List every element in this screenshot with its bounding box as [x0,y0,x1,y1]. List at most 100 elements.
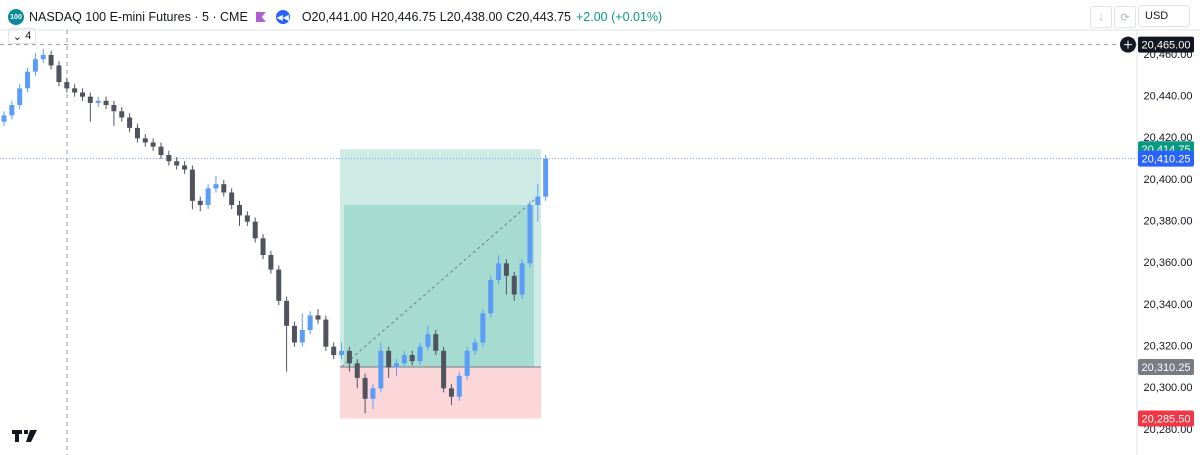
ohlc-value: 20,443.75 [515,10,571,24]
y-tick-label: 20,400.00 [1144,174,1193,186]
candle-body [284,300,290,326]
candle-body [252,221,258,239]
candle-body [401,355,407,364]
last-price-label: 20,410.25 [1142,154,1191,166]
stop-zone [340,366,541,419]
candle-body [448,388,454,397]
candle-body [174,161,180,166]
candle-body [362,377,368,399]
y-tick-label: 20,320.00 [1144,341,1193,353]
currency: USD [1145,10,1169,22]
candle-body [32,59,38,72]
candle-body [48,55,54,66]
y-tick-label: 20,440.00 [1144,91,1193,103]
candle-body [189,169,195,201]
candle-body [80,92,85,97]
candle-body [441,350,447,389]
candle-body [1,115,7,122]
y-tick-label: 20,420.00 [1144,132,1193,144]
stop-label: 20,285.50 [1142,413,1191,425]
candle-body [464,350,470,376]
ohlc-value: 20,441.00 [311,10,368,24]
candle-body [433,334,439,351]
realized-zone [344,205,534,367]
crosshair-plus-icon [1124,40,1132,49]
candle-body [378,350,384,389]
candle-body [386,350,392,368]
candle-body [260,238,266,255]
candle-body [511,275,517,295]
candle-body [111,105,117,112]
stop-label-bg [1138,410,1194,427]
candle-body [472,342,478,351]
replay-icon[interactable]: ◀◀ [275,10,290,24]
candle-body [519,263,525,295]
candle-body [119,111,125,118]
candle-body [425,334,431,347]
candle-body [480,313,486,343]
refresh-button[interactable]: ⟳ [1114,6,1136,28]
candle-body [237,205,242,216]
indicator-count: 4 [25,30,32,42]
symbol-name[interactable]: NASDAQ 100 E-mini Futures · 5 · CME [29,10,248,24]
symbol-header: 100 NASDAQ 100 E-mini Futures · 5 · CME … [8,8,662,26]
ohlc-letter: O [301,10,312,24]
candle-body [339,350,345,355]
candle-body [417,346,423,362]
ohlc-letter: H [371,10,381,24]
crosshair-label-bg [1138,36,1194,53]
candle-body [323,319,329,347]
candle-body [103,100,109,105]
candle-body [456,375,462,397]
currency-select[interactable]: USD [1138,5,1190,27]
candle-body [158,146,164,155]
candle-body [95,100,101,103]
indicator-toggle[interactable]: ⌄ 4 [8,28,36,44]
candle-body [244,215,250,222]
candle-body [527,205,533,264]
candle-body [543,158,549,197]
candle-body [409,355,415,362]
change: +2.00 (+0.01%) [576,10,663,24]
y-tick-label: 20,360.00 [1144,257,1193,269]
candle-body [394,363,399,368]
candle-body [64,82,70,89]
candle-body [25,71,31,89]
symbol-badge: 100 [8,9,24,25]
candle-body [496,263,502,280]
candle-body [17,88,23,105]
candle-body [535,196,541,205]
candle-body [488,280,494,314]
candle-body [299,330,305,343]
target-zone [340,149,541,367]
last-price-label-bg [1138,150,1194,167]
candle-body [315,315,321,320]
candle-body [354,363,360,378]
candle-body [142,138,148,143]
candle-body [346,350,352,364]
candle-body [56,65,62,83]
candle-body [221,184,227,193]
candle-body [134,127,140,139]
entry-label-bg [1138,358,1194,375]
y-tick-label: 20,280.00 [1144,424,1193,436]
flag-icon[interactable] [255,12,266,22]
candle-body [331,346,337,355]
download-button[interactable]: ↓ [1090,6,1112,28]
candle-body [150,142,156,147]
candle-body [307,315,313,330]
y-tick-label: 20,380.00 [1144,216,1193,228]
candle-body [127,117,133,128]
candle-body [229,192,235,205]
y-tick-label: 20,300.00 [1144,382,1193,394]
candle-body [182,165,188,170]
candle-body [213,184,219,189]
candle-body [268,255,274,270]
ohlc-value: 20,438.00 [446,10,503,24]
ohlc: O20,441.00 H20,446.75 L20,438.00 C20,443.75 [298,10,571,24]
y-tick-label: 20,340.00 [1144,299,1193,311]
candle-body [503,263,509,276]
candle-body [276,269,282,301]
